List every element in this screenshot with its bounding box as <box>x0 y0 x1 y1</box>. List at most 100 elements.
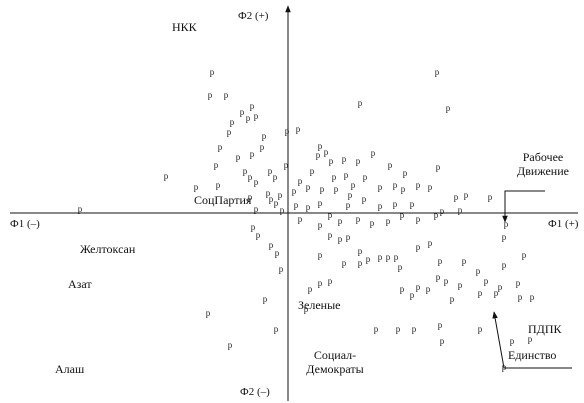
point: р <box>351 180 356 190</box>
point: р <box>502 260 507 270</box>
point: р <box>440 206 445 216</box>
point: р <box>318 198 323 208</box>
point: р <box>476 266 481 276</box>
annotation: Алаш <box>55 362 85 376</box>
point: р <box>412 324 417 334</box>
point: р <box>488 192 493 202</box>
point: р <box>332 172 337 182</box>
point: р <box>246 113 251 123</box>
point: р <box>366 254 371 264</box>
point: р <box>344 170 349 180</box>
point: р <box>284 160 289 170</box>
point: р <box>274 198 279 208</box>
point: р <box>462 256 467 266</box>
point: р <box>324 147 329 157</box>
point: р <box>346 200 351 210</box>
point: р <box>478 324 483 334</box>
point: р <box>356 214 361 224</box>
point: р <box>266 188 271 198</box>
point: р <box>316 150 321 160</box>
point: р <box>522 250 527 260</box>
point: р <box>306 182 311 192</box>
point: р <box>528 334 533 344</box>
annotation: СоцПартия <box>194 193 252 207</box>
point: р <box>318 278 323 288</box>
annotation: Рабочее Движение <box>517 150 569 178</box>
point: р <box>227 127 232 137</box>
point: р <box>256 230 261 240</box>
point: р <box>502 232 507 242</box>
point: р <box>278 190 283 200</box>
point: р <box>348 190 353 200</box>
point: р <box>250 149 255 159</box>
point: р <box>342 154 347 164</box>
point: р <box>248 192 253 202</box>
point: р <box>410 199 415 209</box>
point: р <box>320 184 325 194</box>
point: р <box>464 190 469 200</box>
point: р <box>378 182 383 192</box>
point: р <box>484 276 489 286</box>
point: р <box>236 152 241 162</box>
point: р <box>328 276 333 286</box>
point: р <box>416 282 421 292</box>
annotation: Азат <box>68 277 92 291</box>
point: р <box>280 205 285 215</box>
point: р <box>208 90 213 100</box>
point: р <box>218 142 223 152</box>
point: р <box>504 219 509 229</box>
point: р <box>273 172 278 182</box>
point: р <box>254 204 259 214</box>
point: р <box>334 184 339 194</box>
point: р <box>458 280 463 290</box>
point: р <box>530 292 535 302</box>
point: р <box>269 240 274 250</box>
point: р <box>274 324 279 334</box>
point: р <box>498 282 503 292</box>
y-axis-label: Ф2 (–) <box>240 386 270 398</box>
point: р <box>378 252 383 262</box>
point: р <box>428 238 433 248</box>
point: р <box>416 242 421 252</box>
point: р <box>338 216 343 226</box>
point: р <box>370 218 375 228</box>
point: р <box>435 67 440 77</box>
point: р <box>510 336 515 346</box>
point: р <box>393 180 398 190</box>
x-axis-label: Ф1 (+) <box>548 218 579 230</box>
point: р <box>458 205 463 215</box>
point: р <box>386 216 391 226</box>
point: р <box>358 258 363 268</box>
point: р <box>416 214 421 224</box>
point: р <box>363 172 368 182</box>
point: р <box>78 204 83 214</box>
point: р <box>228 340 233 350</box>
annotation: Единство <box>508 348 557 362</box>
point: р <box>386 252 391 262</box>
point: р <box>304 304 309 314</box>
point: р <box>292 186 297 196</box>
point: р <box>410 290 415 300</box>
point: р <box>263 294 268 304</box>
point: р <box>358 246 363 256</box>
point: р <box>308 284 313 294</box>
point: р <box>436 162 441 172</box>
point: р <box>378 201 383 211</box>
point: р <box>248 172 253 182</box>
point: р <box>164 171 169 181</box>
point: р <box>298 176 303 186</box>
annotation: НКК <box>172 20 197 34</box>
point: р <box>254 177 259 187</box>
point: р <box>438 320 443 330</box>
point: р <box>275 248 280 258</box>
point: р <box>426 284 431 294</box>
point: р <box>269 194 274 204</box>
point: р <box>393 199 398 209</box>
point: р <box>428 182 433 192</box>
point: р <box>243 166 248 176</box>
point: р <box>216 180 221 190</box>
annotation: Зеленые <box>298 298 341 312</box>
point: р <box>206 308 211 318</box>
point: р <box>210 67 215 77</box>
